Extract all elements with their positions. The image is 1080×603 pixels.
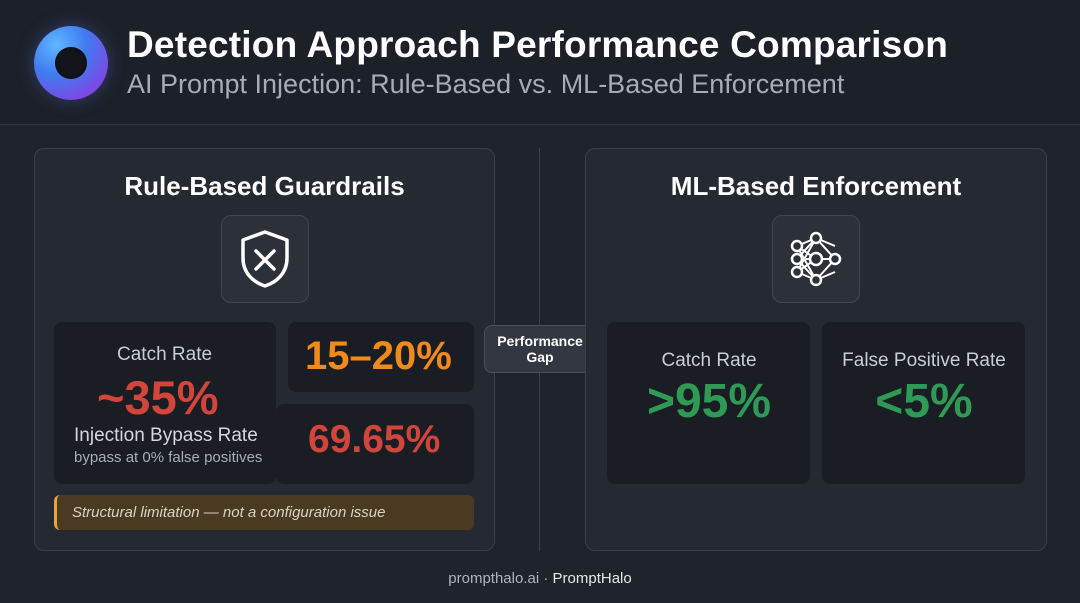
gap-range-tile [288,322,474,392]
structural-limitation-note: Structural limitation — not a configurat… [54,495,474,530]
false-positive-value: <5% [875,375,973,428]
footer-domain: prompthalo.ai [448,570,540,587]
footer-separator: · [543,570,549,587]
note-text: Structural limitation — not a configurat… [72,504,386,521]
false-positive-label: False Positive Rate [842,350,1006,371]
neural-network-icon-box [772,215,860,303]
rule-based-title: Rule-Based Guardrails [124,171,405,201]
footer-brand: PromptHalo [552,570,632,587]
performance-gap-badge: Performance Gap [484,325,596,373]
gap-range-value: 15–20% [305,334,452,378]
rule-catch-rate-label: Catch Rate [117,344,213,365]
bypass-rate-tile [276,404,474,484]
rule-catch-rate-value: ~35% [97,371,219,424]
ml-based-title: ML-Based Enforcement [670,171,962,201]
neural-network-icon [790,231,842,287]
catch-rate-tile-rule [54,322,276,484]
page-title: Detection Approach Performance Compariso… [127,24,948,65]
bypass-rate-label: Injection Bypass Rate [74,425,258,446]
bypass-rate-value: 69.65% [308,418,441,461]
ml-catch-rate-value: >95% [646,375,772,428]
footer: prompthalo.ai · PromptHalo [0,570,1080,587]
bypass-rate-sublabel: bypass at 0% false positives [74,449,263,466]
gap-label-line2: Gap [526,349,554,365]
header: Detection Approach Performance Compariso… [0,0,1080,125]
shield-x-icon [241,230,289,288]
gap-label-line1: Performance [497,333,583,349]
shield-x-icon-box [221,215,309,303]
prompthalo-logo-icon [34,26,108,100]
ml-catch-rate-label: Catch Rate [661,350,757,371]
ml-catch-rate-tile [607,322,810,484]
false-positive-tile [822,322,1025,484]
page-subtitle: AI Prompt Injection: Rule-Based vs. ML-B… [127,69,845,99]
